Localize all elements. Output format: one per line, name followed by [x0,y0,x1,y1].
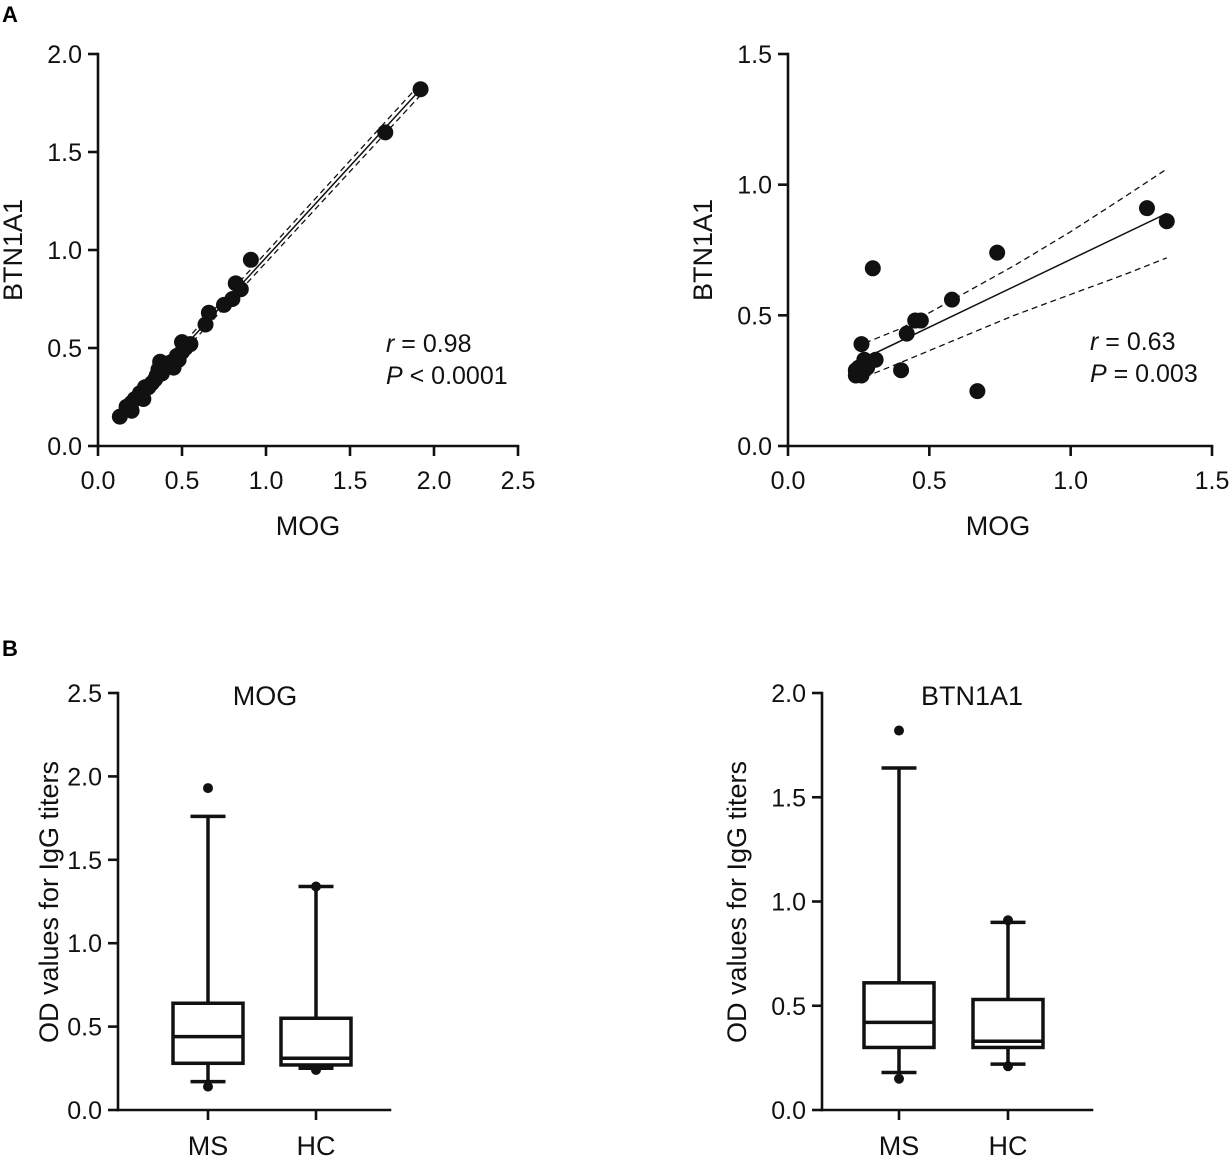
outlier-point [894,725,904,736]
box-iqr [971,997,1045,1050]
outlier-point [203,1081,213,1092]
data-point [989,244,1006,261]
x-tick-label: 0.0 [81,467,116,495]
confidence-band-upper [855,168,1168,348]
p-value: < 0.0001 [403,362,508,390]
x-tick-label: 0.5 [165,467,200,495]
chart-title: MOG [233,681,298,711]
box-iqr [171,1001,245,1066]
p-symbol: P [386,362,403,390]
x-category-label: MS [879,1131,920,1160]
data-point [912,312,929,329]
x-category-label: HC [989,1131,1028,1160]
y-axis-label: OD values for IgG titers [722,761,752,1043]
y-tick-label: 0.5 [47,335,82,363]
x-category-label: MS [188,1131,229,1160]
correlation-stat: r = 0.98 [386,330,471,358]
y-tick-label: 2.0 [771,680,806,708]
x-tick-label: 2.5 [501,467,536,495]
y-axis-label: BTN1A1 [0,199,28,301]
boxplot-chart-mog: 0.0 0.5 1.0 1.5 2.0 2.5 MOG OD values for IgG t… [34,680,392,1160]
x-tick-label: 1.5 [1195,467,1230,495]
scatter-chart-mog-vs-btn1a1-all: 0.0 0.5 1.0 1.5 2.0 2.5 0.0 0.5 1.0 1.5 2.0 MOG BTN1… [0,41,535,541]
data-point [1138,200,1155,217]
outlier-point [894,1073,904,1084]
correlation-r-symbol: r [386,330,396,358]
y-tick-label: 0.5 [771,993,806,1021]
y-tick-label: 2.0 [47,41,82,69]
data-point [182,336,199,353]
y-tick-label: 0.0 [47,433,82,461]
y-tick-label: 0.0 [737,433,772,461]
x-tick-label: 1.5 [333,467,368,495]
p-value-stat: P < 0.0001 [386,362,508,390]
x-tick-label: 2.0 [417,467,452,495]
y-tick-label: 2.5 [67,680,102,708]
outlier-point [1003,1061,1013,1072]
data-point [893,362,910,379]
y-tick-label: 1.5 [67,847,102,875]
x-category-label: HC [297,1131,336,1160]
x-tick-label: 1.0 [249,467,284,495]
data-point [898,325,915,342]
outlier-point [203,783,213,794]
data-point [200,304,217,321]
correlation-r-value: = 0.63 [1098,328,1175,356]
y-axis-label: OD values for IgG titers [34,761,64,1043]
confidence-band-lower [855,257,1168,382]
y-tick-label: 0.5 [737,302,772,330]
y-axis-label: BTN1A1 [688,199,718,301]
x-tick-label: 0.5 [912,467,947,495]
y-tick-label: 1.5 [47,139,82,167]
box-iqr [862,981,936,1050]
data-point [853,336,870,353]
p-value: = 0.003 [1107,360,1198,388]
data-point [412,81,429,98]
x-tick-label: 0.0 [771,467,806,495]
data-point [867,351,884,368]
scatter-chart-mog-vs-btn1a1-subset: 0.0 0.5 1.0 1.5 0.0 0.5 1.0 1.5 MOG BTN1A1 r = 0.6… [688,41,1229,541]
outlier-point [311,881,321,892]
correlation-r-symbol: r [1090,328,1100,356]
outlier-point [1003,915,1013,926]
x-axis-label: MOG [276,511,341,541]
y-tick-label: 0.0 [771,1097,806,1125]
boxplot-chart-btn1a1: 0.0 0.5 1.0 1.5 2.0 BTN1A1 OD values for IgG t… [722,680,1094,1160]
data-point [377,124,394,141]
y-tick-label: 2.0 [67,763,102,791]
correlation-stat: r = 0.63 [1090,328,1175,356]
data-point [969,383,986,400]
p-symbol: P [1090,360,1107,388]
x-axis-label: MOG [966,511,1031,541]
p-value-stat: P = 0.003 [1090,360,1198,388]
box-iqr [279,1016,353,1067]
data-point [1158,213,1175,230]
data-point [864,260,881,277]
outlier-point [311,1064,321,1075]
chart-title: BTN1A1 [921,681,1023,711]
y-tick-label: 1.0 [737,172,772,200]
y-tick-label: 0.0 [67,1097,102,1125]
panel-label-b: B [2,636,18,661]
data-point [242,251,259,268]
y-tick-label: 1.0 [67,930,102,958]
y-tick-label: 0.5 [67,1014,102,1042]
data-point [943,291,960,308]
correlation-r-value: = 0.98 [394,330,471,358]
data-point [232,281,249,298]
y-tick-label: 1.5 [771,784,806,812]
panel-label-a: A [2,2,18,27]
y-tick-label: 1.5 [737,41,772,69]
x-tick-label: 1.0 [1053,467,1088,495]
y-tick-label: 1.0 [771,889,806,917]
y-tick-label: 1.0 [47,237,82,265]
